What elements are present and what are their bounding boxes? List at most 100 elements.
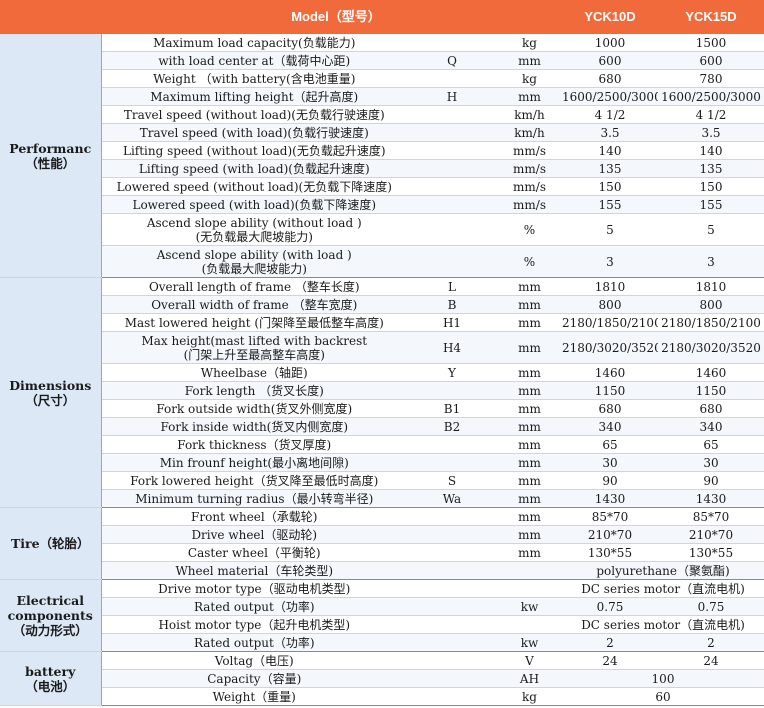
spec-row: Rated output（功率) kw 2 2 bbox=[0, 633, 764, 652]
spec-row: Rated output（功率) kw 0.75 0.75 bbox=[0, 597, 764, 616]
group-label: Dimensions （尺寸） bbox=[0, 277, 102, 508]
header-model: Model（型号） bbox=[0, 0, 562, 34]
spec-value-yck10d: 0.75 bbox=[562, 597, 658, 616]
spec-code: L bbox=[407, 277, 497, 296]
spec-value-yck15d: 130*55 bbox=[658, 543, 764, 562]
spec-body: Performanc （性能） Maximum load capacity(负载能力… bbox=[0, 34, 764, 706]
spec-value-shared: 60 bbox=[562, 687, 764, 706]
spec-row: Lowered speed (without load)(无负载下降速度) mm/… bbox=[0, 177, 764, 196]
group-label: battery （电池） bbox=[0, 651, 102, 706]
spec-value-yck10d: 65 bbox=[562, 435, 658, 454]
group-label: Performanc （性能） bbox=[0, 34, 102, 278]
spec-value-yck10d: 680 bbox=[562, 399, 658, 418]
spec-row: Electrical components （动力形式） Drive motor ty… bbox=[0, 579, 764, 652]
spec-value-yck15d: 1810 bbox=[658, 277, 764, 296]
spec-row: Travel speed (without load)(无负载行驶速度) km/h… bbox=[0, 105, 764, 124]
spec-description: Voltag（电压) bbox=[101, 651, 407, 670]
spec-value-yck10d: 4 1/2 bbox=[562, 105, 658, 124]
spec-code: B bbox=[407, 295, 497, 314]
spec-description: Lifting speed (with load)(负载起升速度) bbox=[101, 159, 407, 178]
spec-unit bbox=[497, 615, 562, 634]
spec-code: H1 bbox=[407, 313, 497, 332]
spec-code: Q bbox=[407, 51, 497, 70]
spec-unit: km/h bbox=[497, 123, 562, 142]
spec-unit: mm bbox=[497, 381, 562, 400]
spec-description: Caster wheel（平衡轮) bbox=[101, 543, 407, 562]
spec-code bbox=[407, 435, 497, 454]
spec-code bbox=[407, 579, 497, 598]
spec-value-yck10d: 140 bbox=[562, 141, 658, 160]
spec-row: Capacity（容量) AH 100 bbox=[0, 669, 764, 688]
spec-value-yck15d: 1500 bbox=[658, 34, 764, 52]
spec-value-yck15d: 24 bbox=[658, 651, 764, 670]
spec-row: Fork thickness（货叉厚度) mm 65 65 bbox=[0, 435, 764, 454]
spec-code: Wa bbox=[407, 489, 497, 508]
spec-unit: kw bbox=[497, 597, 562, 616]
spec-value-yck15d: 140 bbox=[658, 141, 764, 160]
spec-unit: mm bbox=[497, 435, 562, 454]
spec-unit: mm bbox=[497, 87, 562, 106]
spec-row: battery （电池） Voltag（电压) V 24 24 bbox=[0, 651, 764, 706]
spec-code bbox=[407, 381, 497, 400]
spec-row: Dimensions （尺寸） Overall length of frame （整… bbox=[0, 277, 764, 508]
spec-value-yck15d: 0.75 bbox=[658, 597, 764, 616]
spec-value-yck15d: 150 bbox=[658, 177, 764, 196]
spec-value-yck15d: 1150 bbox=[658, 381, 764, 400]
spec-code bbox=[407, 159, 497, 178]
spec-value-yck10d: 1430 bbox=[562, 489, 658, 508]
spec-row: Wheel material（车轮类型) polyurethane（聚氨酯) bbox=[0, 561, 764, 580]
spec-description: Ascend slope ability (with load ) (负载最大爬坡… bbox=[101, 245, 407, 278]
spec-value-yck10d: 85*70 bbox=[562, 507, 658, 526]
spec-value-yck15d: 135 bbox=[658, 159, 764, 178]
spec-value-yck15d: 210*70 bbox=[658, 525, 764, 544]
spec-row: Caster wheel（平衡轮) mm 130*55 130*55 bbox=[0, 543, 764, 562]
spec-description: Lowered speed (without load)(无负载下降速度) bbox=[101, 177, 407, 196]
spec-unit: kg bbox=[497, 69, 562, 88]
spec-value-yck15d: 85*70 bbox=[658, 507, 764, 526]
spec-description: Maximum load capacity(负载能力) bbox=[101, 34, 407, 52]
spec-value-yck15d: 2 bbox=[658, 633, 764, 652]
spec-value-yck10d: 90 bbox=[562, 471, 658, 490]
spec-row: Tire（轮胎） Front wheel（承载轮) mm 85*70 85*70 bbox=[0, 507, 764, 580]
spec-value-yck10d: 210*70 bbox=[562, 525, 658, 544]
spec-value-yck15d: 3.5 bbox=[658, 123, 764, 142]
spec-code bbox=[407, 453, 497, 472]
spec-row: Ascend slope ability (with load ) (负载最大爬坡… bbox=[0, 245, 764, 278]
spec-description: Fork inside width(货叉内侧宽度) bbox=[101, 417, 407, 436]
spec-value-yck10d: 1810 bbox=[562, 277, 658, 296]
spec-unit: kg bbox=[497, 687, 562, 706]
spec-description: Hoist motor type（起升电机类型) bbox=[101, 615, 407, 634]
spec-value-yck10d: 1600/2500/3000 bbox=[562, 87, 658, 106]
spec-unit: mm bbox=[497, 277, 562, 296]
spec-value-shared: DC series motor（直流电机) bbox=[562, 615, 764, 634]
spec-value-yck15d: 680 bbox=[658, 399, 764, 418]
spec-value-yck10d: 3.5 bbox=[562, 123, 658, 142]
spec-description: Minimum turning radius（最小转弯半径) bbox=[101, 489, 407, 508]
spec-unit: mm/s bbox=[497, 159, 562, 178]
header-yck15d: YCK15D bbox=[658, 0, 764, 34]
spec-code bbox=[407, 651, 497, 670]
spec-value-shared: 100 bbox=[562, 669, 764, 688]
spec-unit: mm bbox=[497, 417, 562, 436]
spec-row: Minimum turning radius（最小转弯半径) Wa mm 1430 14… bbox=[0, 489, 764, 508]
header-yck10d: YCK10D bbox=[562, 0, 658, 34]
spec-description: Travel speed (with load)(负载行驶速度) bbox=[101, 123, 407, 142]
spec-value-yck15d: 340 bbox=[658, 417, 764, 436]
spec-row: Fork inside width(货叉内侧宽度) B2 mm 340 340 bbox=[0, 417, 764, 436]
spec-code bbox=[407, 177, 497, 196]
group-label: Tire（轮胎） bbox=[0, 507, 102, 580]
spec-code bbox=[407, 213, 497, 246]
spec-value-yck10d: 135 bbox=[562, 159, 658, 178]
spec-value-yck10d: 680 bbox=[562, 69, 658, 88]
spec-description: Wheelbase（轴距) bbox=[101, 363, 407, 382]
spec-value-yck15d: 600 bbox=[658, 51, 764, 70]
spec-value-yck10d: 1460 bbox=[562, 363, 658, 382]
spec-description: Front wheel（承载轮) bbox=[101, 507, 407, 526]
spec-unit: % bbox=[497, 245, 562, 278]
spec-description: Drive motor type（驱动电机类型) bbox=[101, 579, 407, 598]
spec-unit: AH bbox=[497, 669, 562, 688]
